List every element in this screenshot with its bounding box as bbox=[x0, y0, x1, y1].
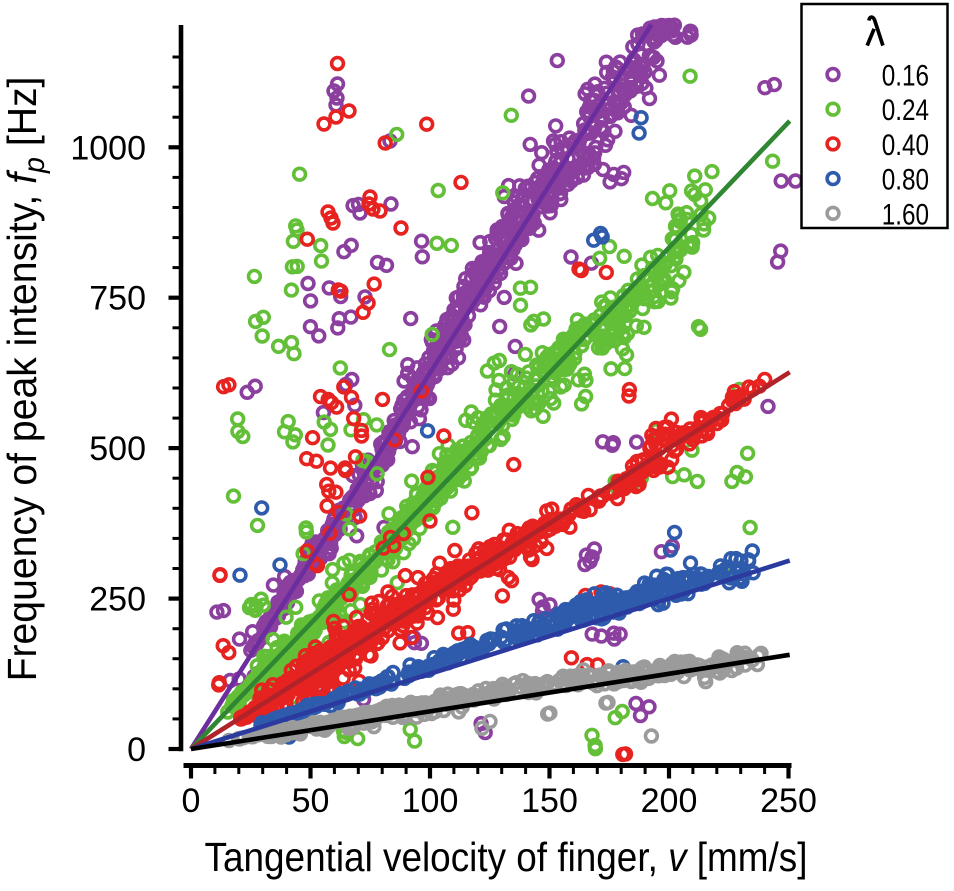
svg-text:100: 100 bbox=[402, 782, 459, 820]
svg-text:Frequency of peak intensity, f: Frequency of peak intensity, fp [Hz] bbox=[0, 77, 51, 682]
svg-text:150: 150 bbox=[521, 782, 578, 820]
svg-text:200: 200 bbox=[641, 782, 698, 820]
svg-text:0.80: 0.80 bbox=[882, 162, 929, 196]
svg-text:0: 0 bbox=[127, 731, 146, 769]
svg-text:250: 250 bbox=[89, 581, 146, 619]
svg-text:750: 750 bbox=[89, 280, 146, 318]
svg-text:Tangential velocity of finger,: Tangential velocity of finger, v [mm/s] bbox=[205, 835, 808, 880]
svg-text:50: 50 bbox=[292, 782, 330, 820]
svg-text:0.16: 0.16 bbox=[882, 58, 929, 92]
svg-text:0.24: 0.24 bbox=[882, 93, 929, 127]
svg-text:1.60: 1.60 bbox=[882, 197, 929, 231]
svg-text:0.40: 0.40 bbox=[882, 127, 929, 161]
svg-text:1000: 1000 bbox=[70, 129, 146, 167]
svg-text:250: 250 bbox=[760, 782, 817, 820]
svg-text:500: 500 bbox=[89, 430, 146, 468]
svg-text:0: 0 bbox=[182, 782, 201, 820]
